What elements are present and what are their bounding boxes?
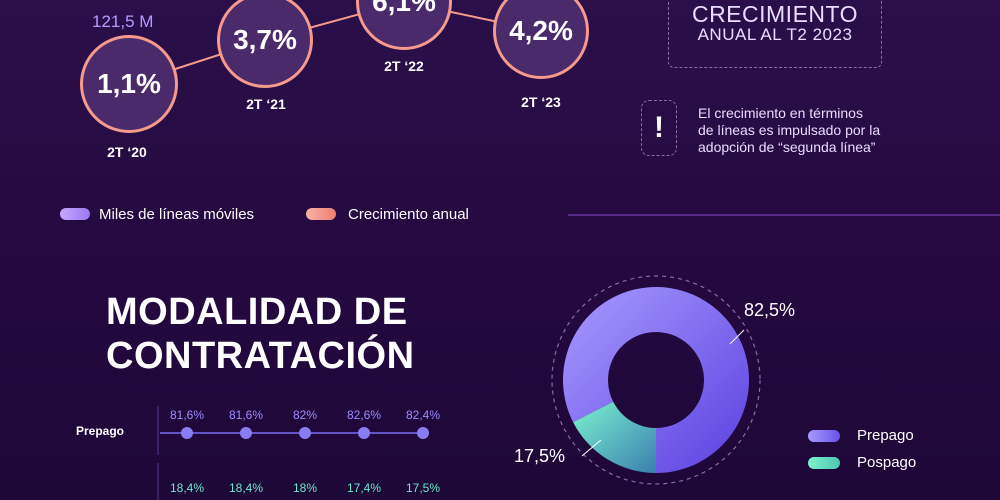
section-title-line1: MODALIDAD DE bbox=[106, 291, 408, 333]
growth-callout-box: CRECIMIENTO ANUAL AL T2 2023 bbox=[668, 0, 882, 68]
donut-label-prepago: 82,5% bbox=[744, 300, 796, 320]
prepago-value-label: 82% bbox=[292, 408, 318, 422]
legend-label-lines: Miles de líneas móviles bbox=[99, 206, 255, 223]
section-title: MODALIDAD DE CONTRATACIÓN bbox=[106, 290, 415, 378]
note-line: El crecimiento en términos bbox=[698, 105, 863, 121]
period-label: 2T ‘23 bbox=[521, 94, 561, 110]
prepago-value-label: 81,6% bbox=[169, 408, 205, 422]
period-label: 2T ‘20 bbox=[107, 144, 147, 160]
pospago-value-label: 18% bbox=[292, 481, 318, 495]
section-divider bbox=[568, 214, 1000, 216]
legend-label-pospago: Pospago bbox=[857, 454, 917, 471]
growth-callout-line2: ANUAL AL T2 2023 bbox=[697, 25, 853, 44]
growth-circle: 4,2% bbox=[493, 0, 589, 79]
exclamation-icon: ! bbox=[641, 100, 677, 156]
growth-circle: 3,7% bbox=[217, 0, 313, 88]
prepago-dot bbox=[240, 427, 252, 439]
legend-label-growth: Crecimiento anual bbox=[348, 206, 469, 223]
legend-swatch-lines bbox=[60, 208, 90, 220]
pospago-value-label: 18,4% bbox=[228, 481, 264, 495]
prepago-dot bbox=[299, 427, 311, 439]
donut-outline bbox=[551, 275, 761, 485]
growth-value: 1,1% bbox=[97, 68, 161, 99]
donut-slice-prepago bbox=[563, 287, 749, 473]
legend-swatch-pospago bbox=[808, 457, 840, 469]
label-leader bbox=[581, 439, 602, 457]
legend-swatch-prepago bbox=[808, 430, 840, 442]
donut-chart bbox=[551, 275, 761, 485]
section-title-line2: CONTRATACIÓN bbox=[106, 335, 415, 377]
period-label: 2T ‘21 bbox=[246, 96, 286, 112]
modality-dot-chart bbox=[157, 406, 429, 500]
prepago-dot bbox=[417, 427, 429, 439]
prepago-dot bbox=[181, 427, 193, 439]
donut-label-pospago: 17,5% bbox=[514, 446, 566, 466]
prepago-value-label: 81,6% bbox=[228, 408, 264, 422]
growth-value: 6,1% bbox=[372, 0, 436, 17]
pospago-value-label: 17,5% bbox=[405, 481, 441, 495]
label-leader bbox=[729, 329, 745, 345]
donut-slice-pospago bbox=[573, 401, 656, 473]
growth-value: 3,7% bbox=[233, 24, 297, 55]
prepago-value-label: 82,4% bbox=[405, 408, 441, 422]
pospago-value-label: 18,4% bbox=[169, 481, 205, 495]
legend-label-prepago: Prepago bbox=[857, 427, 914, 444]
period-label: 2T ‘22 bbox=[384, 58, 424, 74]
growth-value: 4,2% bbox=[509, 15, 573, 46]
prepago-value-label: 82,6% bbox=[346, 408, 382, 422]
prepago-dot bbox=[358, 427, 370, 439]
growth-circle: 1,1% bbox=[80, 35, 178, 133]
row-label-prepago: Prepago bbox=[76, 424, 125, 438]
note-line: de líneas es impulsado por la bbox=[698, 122, 881, 138]
lines-value-label: 121,5 M bbox=[92, 12, 154, 31]
note-line: adopción de “segunda línea” bbox=[698, 139, 876, 155]
legend-swatch-growth bbox=[306, 208, 336, 220]
pospago-value-label: 17,4% bbox=[346, 481, 382, 495]
growth-callout-line1: CRECIMIENTO bbox=[691, 1, 859, 27]
growth-note: El crecimiento en términos de líneas es … bbox=[698, 105, 938, 156]
